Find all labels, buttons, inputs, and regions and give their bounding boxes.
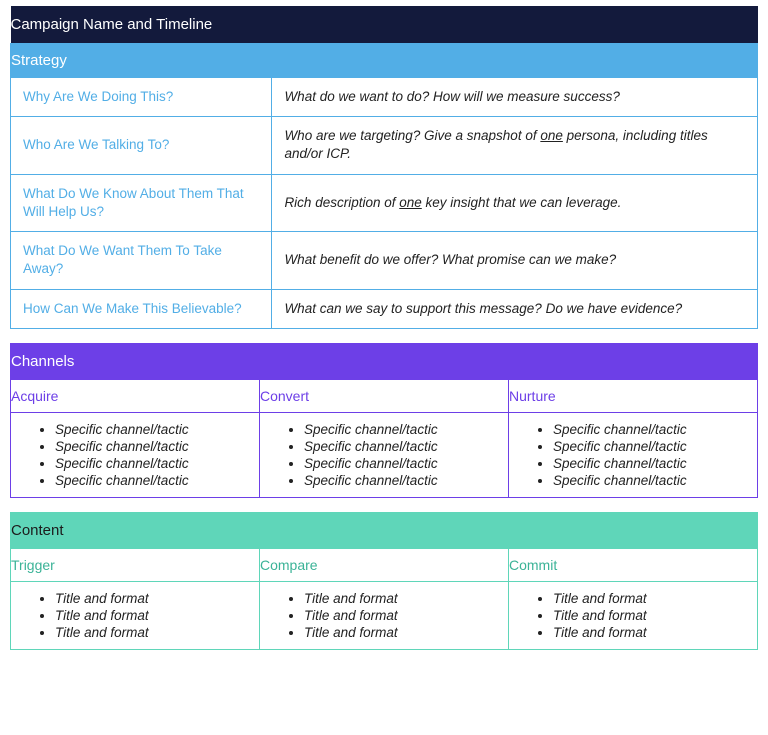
channels-item: Specific channel/tactic (304, 421, 502, 438)
content-column-header: Trigger (11, 548, 260, 581)
channels-item: Specific channel/tactic (304, 455, 502, 472)
channels-item: Specific channel/tactic (55, 455, 253, 472)
channels-item: Specific channel/tactic (553, 421, 751, 438)
strategy-section-title: Strategy (11, 44, 758, 78)
content-item: Title and format (553, 624, 751, 641)
strategy-row: Who Are We Talking To? Who are we target… (11, 117, 758, 174)
content-item: Title and format (304, 607, 502, 624)
content-section-title: Content (11, 512, 758, 548)
content-item: Title and format (55, 607, 253, 624)
content-item: Title and format (553, 590, 751, 607)
channels-column-header: Acquire (11, 379, 260, 412)
strategy-row: What Do We Know About Them That Will Hel… (11, 174, 758, 231)
channels-section-title: Channels (11, 343, 758, 379)
strategy-question: What Do We Want Them To Take Away? (11, 232, 272, 289)
strategy-table: Campaign Name and Timeline Strategy Why … (10, 6, 758, 329)
strategy-row: Why Are We Doing This? What do we want t… (11, 78, 758, 117)
channels-cell: Specific channel/tactic Specific channel… (11, 412, 260, 497)
strategy-row: What Do We Want Them To Take Away? What … (11, 232, 758, 289)
channels-item: Specific channel/tactic (553, 455, 751, 472)
strategy-row: How Can We Make This Believable? What ca… (11, 289, 758, 328)
channels-item: Specific channel/tactic (553, 472, 751, 489)
channels-item: Specific channel/tactic (55, 472, 253, 489)
content-table: Content Trigger Compare Commit Title and… (10, 512, 758, 650)
content-item: Title and format (553, 607, 751, 624)
channels-cell: Specific channel/tactic Specific channel… (260, 412, 509, 497)
strategy-answer: Who are we targeting? Give a snapshot of… (272, 117, 758, 174)
strategy-answer: Rich description of one key insight that… (272, 174, 758, 231)
channels-item: Specific channel/tactic (55, 421, 253, 438)
strategy-question: How Can We Make This Believable? (11, 289, 272, 328)
channels-item: Specific channel/tactic (553, 438, 751, 455)
strategy-question: Who Are We Talking To? (11, 117, 272, 174)
content-column-header: Commit (509, 548, 758, 581)
channels-item: Specific channel/tactic (304, 438, 502, 455)
content-item: Title and format (304, 624, 502, 641)
content-cell: Title and format Title and format Title … (11, 581, 260, 649)
main-title: Campaign Name and Timeline (11, 6, 758, 44)
content-cell: Title and format Title and format Title … (260, 581, 509, 649)
strategy-question: What Do We Know About Them That Will Hel… (11, 174, 272, 231)
content-item: Title and format (304, 590, 502, 607)
channels-table: Channels Acquire Convert Nurture Specifi… (10, 343, 758, 498)
content-item: Title and format (55, 624, 253, 641)
strategy-answer: What do we want to do? How will we measu… (272, 78, 758, 117)
content-item: Title and format (55, 590, 253, 607)
channels-cell: Specific channel/tactic Specific channel… (509, 412, 758, 497)
channels-column-header: Convert (260, 379, 509, 412)
content-column-header: Compare (260, 548, 509, 581)
strategy-question: Why Are We Doing This? (11, 78, 272, 117)
strategy-answer: What benefit do we offer? What promise c… (272, 232, 758, 289)
channels-column-header: Nurture (509, 379, 758, 412)
content-cell: Title and format Title and format Title … (509, 581, 758, 649)
channels-item: Specific channel/tactic (304, 472, 502, 489)
strategy-answer: What can we say to support this message?… (272, 289, 758, 328)
channels-item: Specific channel/tactic (55, 438, 253, 455)
